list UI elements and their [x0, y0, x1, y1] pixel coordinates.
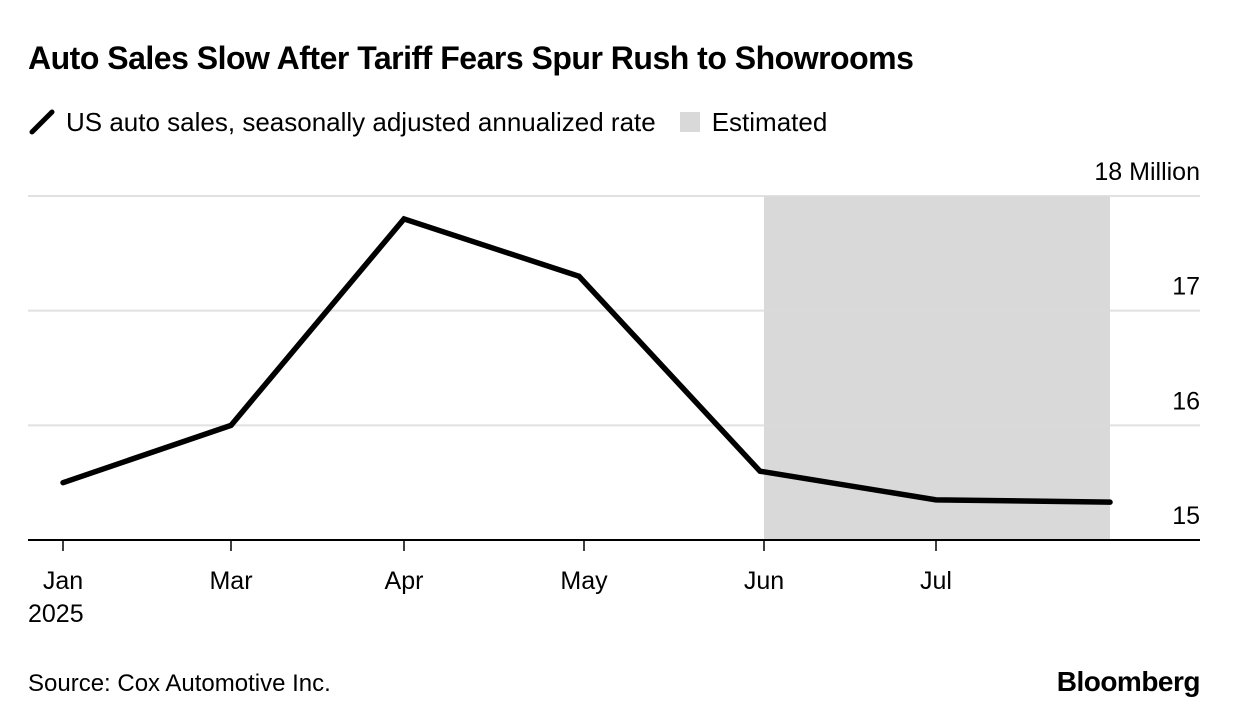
- chart-title: Auto Sales Slow After Tariff Fears Spur …: [28, 40, 914, 76]
- legend-estimated-label: Estimated: [711, 106, 828, 137]
- legend-item-series: US auto sales, seasonally adjusted annua…: [28, 107, 656, 138]
- x-tick-label: May: [560, 567, 608, 595]
- legend-series-label: US auto sales, seasonally adjusted annua…: [66, 106, 656, 137]
- x-tick-label: Apr: [385, 567, 424, 595]
- line-swatch-icon: [29, 109, 55, 135]
- legend: US auto sales, seasonally adjusted annua…: [28, 104, 851, 140]
- bloomberg-logo: Bloomberg: [1056, 666, 1201, 697]
- y-tick-label: 18 Million: [1094, 158, 1200, 186]
- x-tick-label: Jan: [43, 567, 83, 595]
- legend-item-estimated: Estimated: [679, 106, 828, 138]
- series-line: [60, 215, 1113, 505]
- estimated-band: [764, 196, 1110, 540]
- y-tick-label: 17: [1172, 273, 1200, 301]
- x-tick-sublabel: 2025: [28, 600, 84, 628]
- x-tick-label: Mar: [209, 567, 252, 595]
- x-tick-label: Jun: [744, 567, 784, 595]
- estimated-swatch-icon: [679, 112, 700, 132]
- source-note: Source: Cox Automotive Inc.: [28, 670, 331, 697]
- y-tick-label: 16: [1172, 387, 1200, 415]
- x-tick-label: Jul: [920, 567, 952, 595]
- y-tick-label: 15: [1172, 502, 1200, 530]
